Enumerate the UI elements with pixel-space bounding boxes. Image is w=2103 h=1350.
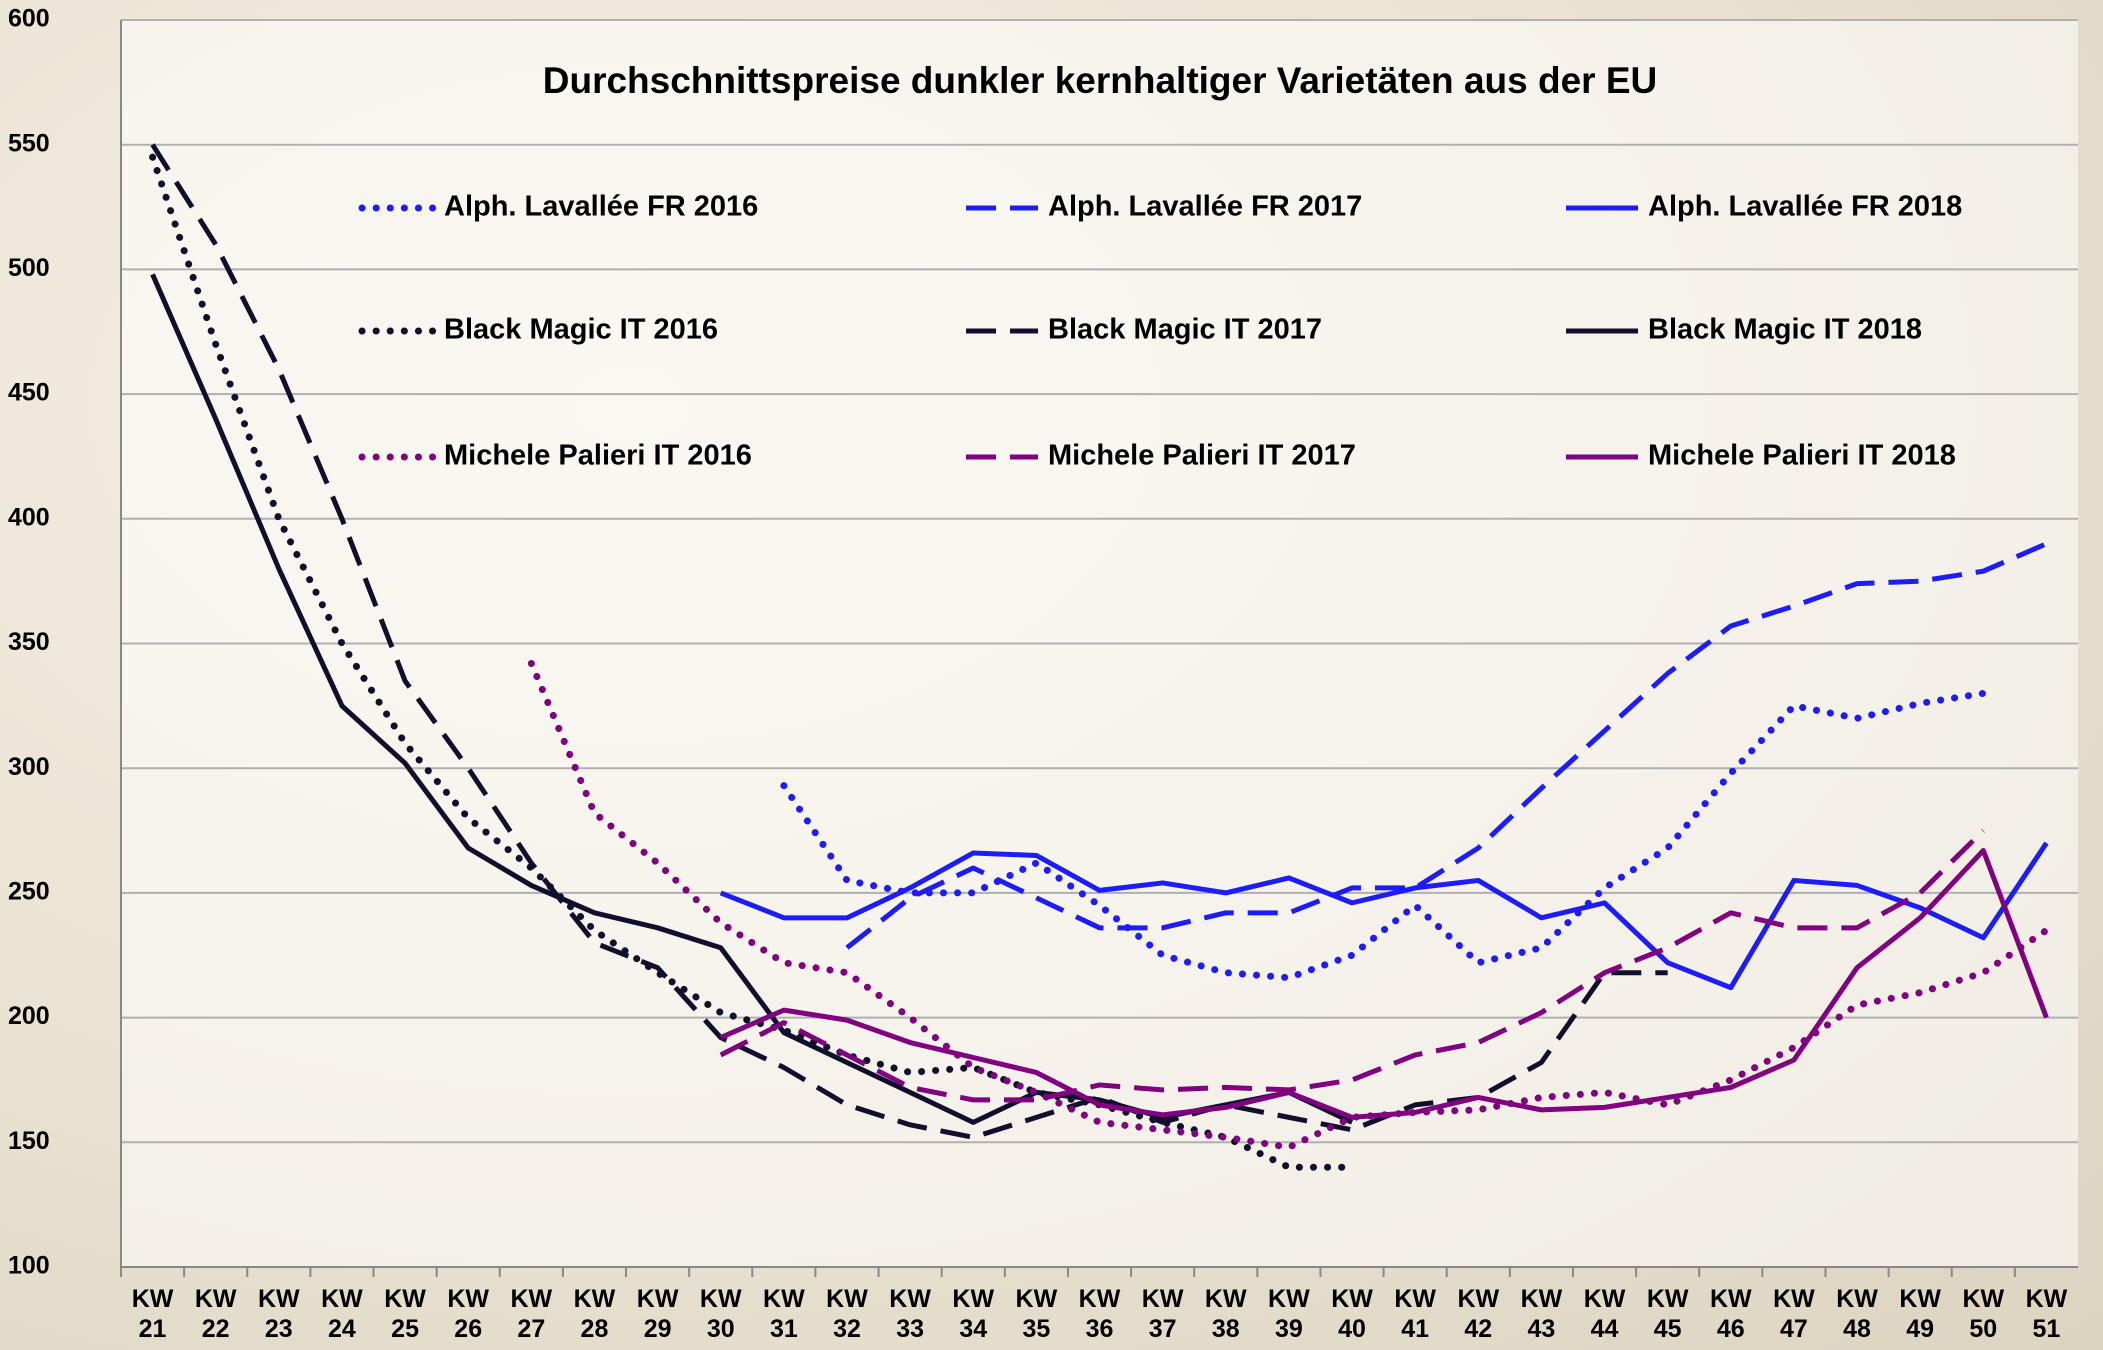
y-tick-label: 200 bbox=[8, 1002, 50, 1030]
x-tick-label: KW 44 bbox=[1583, 1285, 1626, 1343]
series-line bbox=[845, 541, 2048, 950]
y-tick-label: 500 bbox=[8, 254, 50, 282]
x-tick-label: KW 21 bbox=[131, 1285, 174, 1343]
x-tick-label: KW 40 bbox=[1331, 1285, 1373, 1343]
legend-label: Michele Palieri IT 2018 bbox=[1648, 440, 1956, 472]
y-tick-label: 350 bbox=[8, 628, 50, 656]
x-tick-label: KW 42 bbox=[1457, 1285, 1500, 1343]
x-tick-label: KW 37 bbox=[1141, 1285, 1184, 1343]
legend-label: Black Magic IT 2018 bbox=[1648, 314, 1922, 346]
x-tick-label: KW 24 bbox=[321, 1285, 363, 1343]
x-tick-label: KW 49 bbox=[1899, 1285, 1941, 1343]
x-tick-label: KW 26 bbox=[447, 1285, 490, 1343]
series-line bbox=[719, 841, 2049, 991]
x-tick-label: KW 29 bbox=[636, 1285, 679, 1343]
series-line bbox=[527, 659, 2050, 1151]
series-line bbox=[150, 143, 1668, 1140]
x-tick-label: KW 46 bbox=[1709, 1285, 1752, 1343]
x-tick-label: KW 36 bbox=[1078, 1285, 1121, 1343]
x-tick-label: KW 25 bbox=[384, 1285, 426, 1343]
x-tick-label: KW 31 bbox=[763, 1285, 805, 1343]
x-tick-label: KW 38 bbox=[1204, 1285, 1247, 1343]
x-tick-label: KW 48 bbox=[1836, 1285, 1878, 1343]
y-tick-label: 100 bbox=[8, 1252, 50, 1280]
series-line bbox=[719, 828, 1986, 1103]
x-tick-label: KW 41 bbox=[1394, 1285, 1436, 1343]
x-tick-label: KW 30 bbox=[699, 1285, 742, 1343]
y-tick-label: 300 bbox=[8, 753, 50, 781]
x-tick-label: KW 32 bbox=[826, 1285, 868, 1343]
legend-label: Black Magic IT 2017 bbox=[1048, 314, 1322, 346]
x-tick-label: KW 47 bbox=[1773, 1285, 1815, 1343]
x-tick-label: KW 22 bbox=[194, 1285, 237, 1343]
series-line bbox=[719, 848, 2049, 1120]
y-tick-label: 400 bbox=[8, 503, 50, 531]
legend-label: Michele Palieri IT 2017 bbox=[1048, 440, 1356, 472]
legend-label: Alph. Lavallée FR 2017 bbox=[1048, 191, 1362, 223]
x-tick-label: KW 50 bbox=[1962, 1285, 2005, 1343]
x-tick-label: KW 28 bbox=[573, 1285, 616, 1343]
y-tick-label: 250 bbox=[8, 878, 50, 906]
legend-label: Alph. Lavallée FR 2018 bbox=[1648, 191, 1962, 223]
y-tick-label: 450 bbox=[8, 379, 50, 407]
x-tick-label: KW 35 bbox=[1015, 1285, 1058, 1343]
x-tick-label: KW 34 bbox=[952, 1285, 995, 1343]
x-tick-label: KW 51 bbox=[2025, 1285, 2068, 1343]
y-tick-label: 600 bbox=[8, 5, 50, 33]
x-tick-label: KW 39 bbox=[1268, 1285, 1310, 1343]
x-tick-label: KW 23 bbox=[257, 1285, 300, 1343]
chart-title: Durchschnittspreise dunkler kernhaltiger… bbox=[543, 60, 1657, 101]
legend-label: Alph. Lavallée FR 2016 bbox=[444, 191, 758, 223]
legend-label: Michele Palieri IT 2016 bbox=[444, 440, 752, 472]
x-tick-label: KW 27 bbox=[510, 1285, 553, 1343]
legend-label: Black Magic IT 2016 bbox=[444, 314, 718, 346]
y-tick-label: 150 bbox=[8, 1127, 50, 1155]
y-tick-label: 550 bbox=[8, 129, 50, 157]
series-line bbox=[780, 689, 1987, 982]
x-tick-label: KW 45 bbox=[1646, 1285, 1689, 1343]
x-tick-label: KW 43 bbox=[1520, 1285, 1563, 1343]
x-tick-label: KW 33 bbox=[889, 1285, 931, 1343]
